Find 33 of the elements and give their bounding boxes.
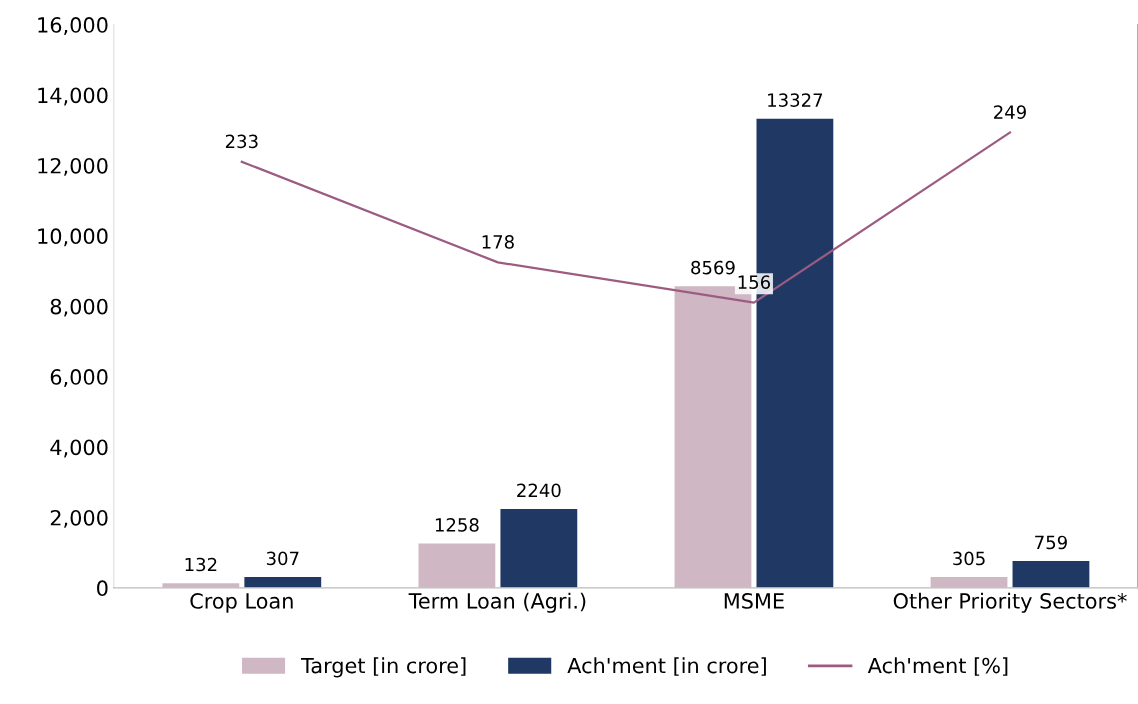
data-label: 249 bbox=[994, 105, 1026, 119]
bar bbox=[930, 577, 1008, 588]
y-tick-label: 12,000 bbox=[38, 157, 108, 176]
bar bbox=[500, 508, 578, 588]
data-label: 13327 bbox=[768, 93, 823, 107]
data-label: 156 bbox=[738, 275, 771, 289]
bar bbox=[418, 543, 496, 588]
data-label: 759 bbox=[1035, 535, 1067, 550]
y-tick-label: 8,000 bbox=[50, 298, 108, 317]
y-tick-label: 10,000 bbox=[38, 228, 108, 247]
x-tick-label: Crop Loan bbox=[190, 593, 293, 613]
y-tick-label: 6,000 bbox=[50, 369, 108, 387]
y-tick-label: 4,000 bbox=[50, 439, 108, 458]
bar bbox=[1012, 561, 1090, 588]
legend-label: Ach'ment [%] bbox=[867, 657, 1008, 676]
data-label: 132 bbox=[185, 557, 217, 572]
y-tick-label: 14,000 bbox=[38, 87, 108, 106]
data-label: 8569 bbox=[691, 260, 735, 275]
data-label: 307 bbox=[266, 551, 299, 566]
y-tick-label: 2,000 bbox=[50, 509, 108, 528]
legend-label: Target [in crore] bbox=[300, 657, 466, 678]
data-label: 305 bbox=[953, 551, 985, 566]
data-label: 178 bbox=[482, 235, 514, 249]
x-tick-label: MSME bbox=[724, 593, 784, 609]
x-tick-label: Other Priority Sectors* bbox=[893, 592, 1127, 613]
bar bbox=[244, 577, 322, 588]
y-tick-label: 0 bbox=[97, 580, 108, 597]
x-tick-label: Term Loan (Agri.) bbox=[408, 592, 586, 613]
y-tick-label: 16,000 bbox=[38, 17, 108, 35]
data-label: 1258 bbox=[435, 518, 479, 532]
data-label: 2240 bbox=[517, 483, 561, 498]
legend-label: Ach'ment [in crore] bbox=[567, 657, 766, 676]
data-label: 233 bbox=[225, 134, 258, 149]
